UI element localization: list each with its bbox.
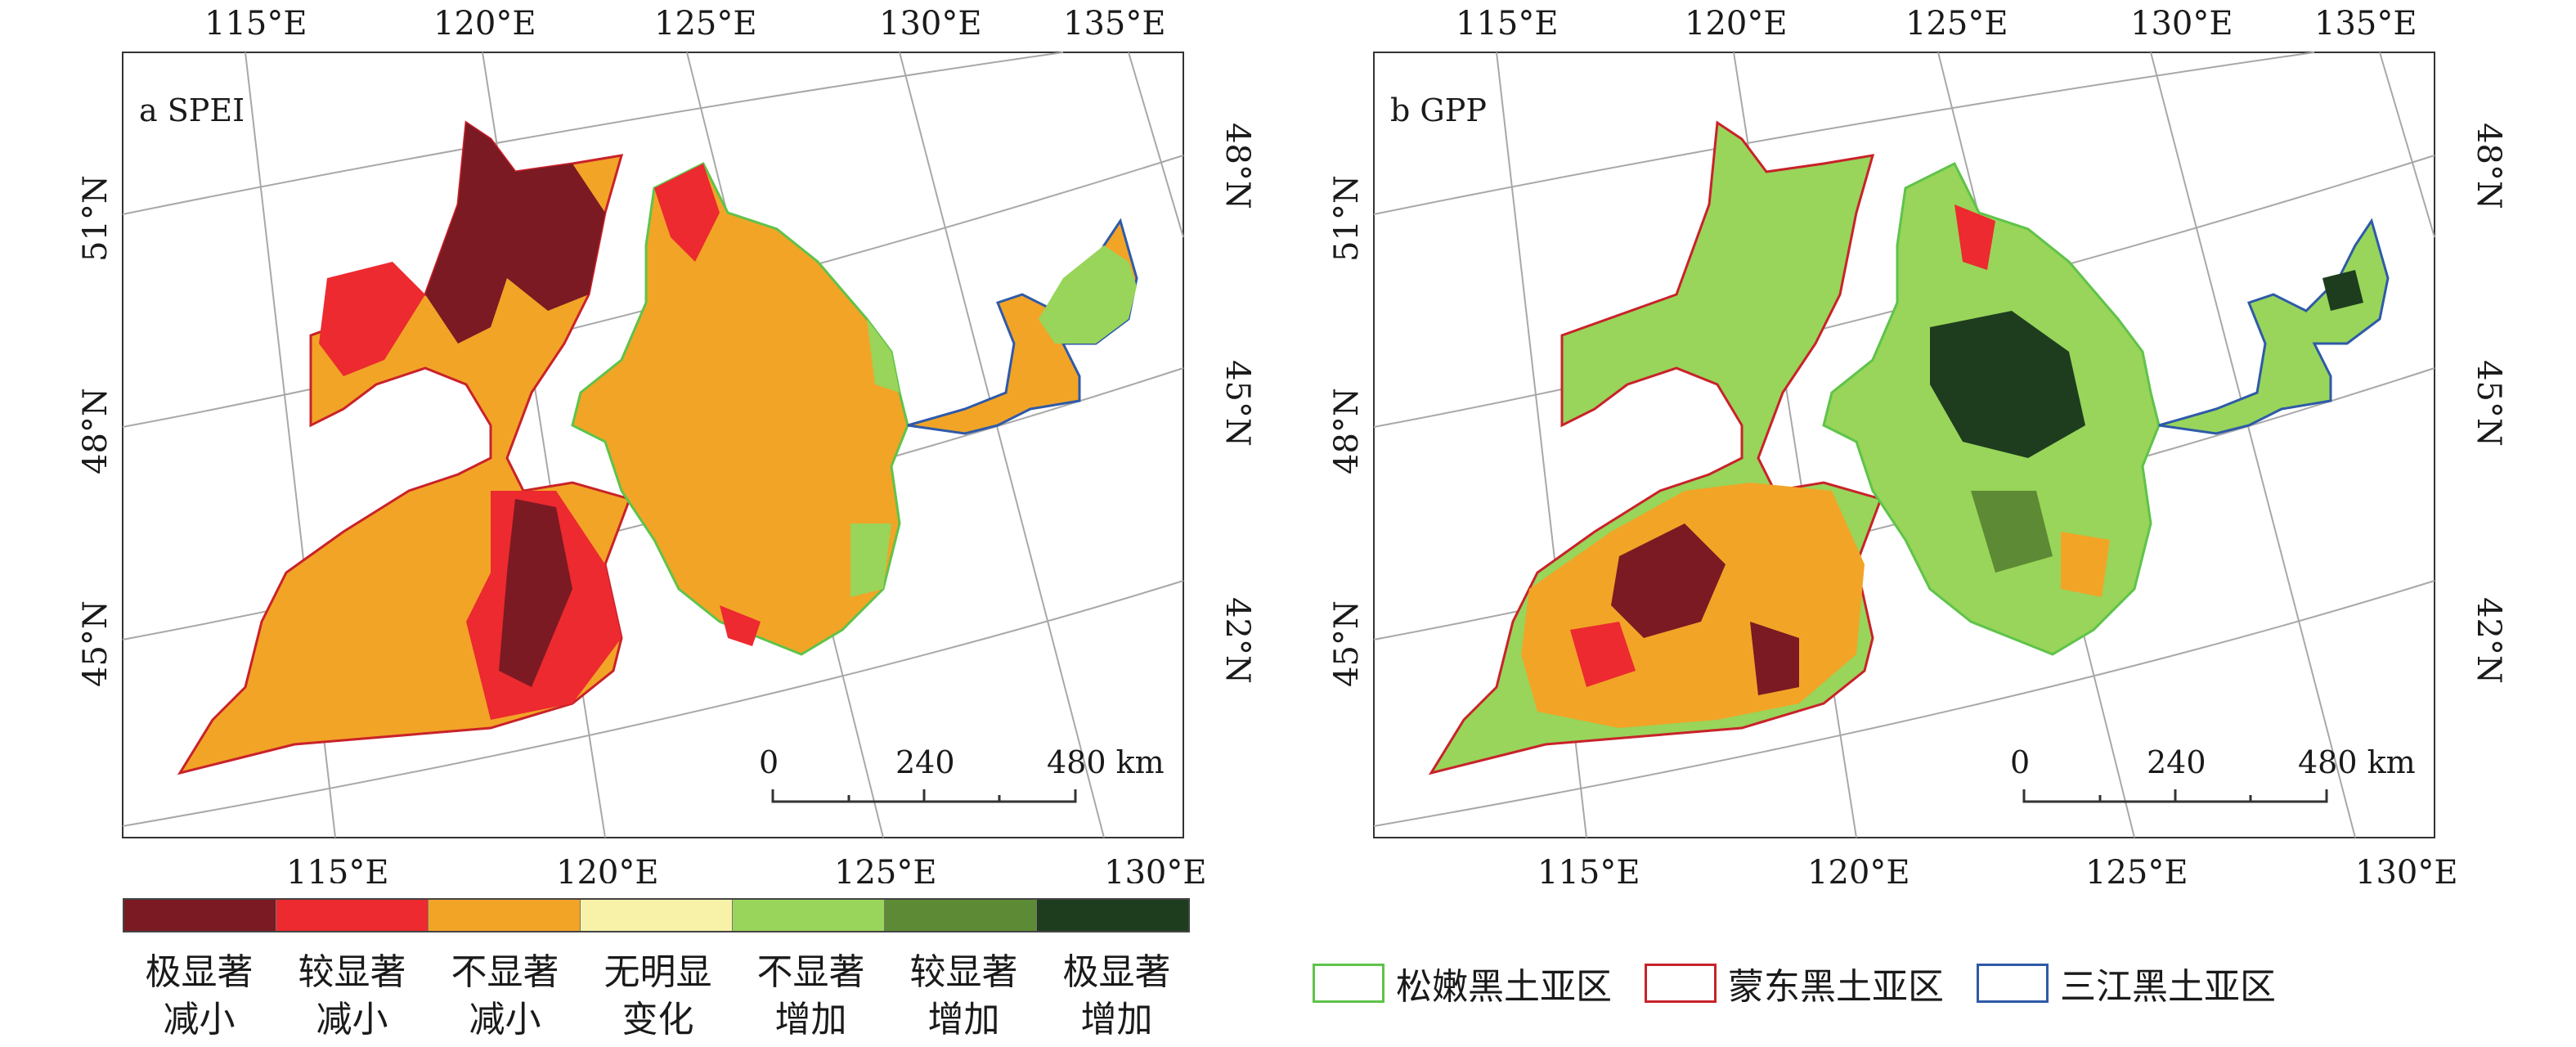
trend-label: 无明显 变化: [604, 951, 712, 1040]
trend-swatch: [581, 900, 733, 931]
trend-label: 极显著 增加: [1062, 951, 1171, 1040]
top-longitude-labels: 115°E 120°E 125°E 130°E 135°E: [1456, 5, 2417, 43]
spei-map: 115°E 120°E 125°E 130°E 135°E 115°E 120°…: [77, 5, 1256, 883]
lon-label: 120°E: [1685, 5, 1788, 43]
scale-label: 480 km: [2298, 744, 2416, 780]
trend-swatch: [885, 900, 1037, 931]
scale-label: 480 km: [1047, 744, 1165, 780]
lon-label: 135°E: [1063, 5, 1166, 43]
lon-label: 130°E: [2355, 854, 2458, 883]
right-latitude-labels: 48°N 45°N 42°N: [1218, 123, 1256, 684]
sanjiang-region: [907, 218, 1138, 435]
region-label: 蒙东黑土亚区: [1728, 966, 1944, 1008]
left-latitude-labels: 51°N 48°N 45°N: [1328, 175, 1366, 687]
mengdong-region: [177, 120, 631, 775]
region-label: 三江黑土亚区: [2060, 966, 2276, 1008]
songnen-region: [1822, 161, 2161, 656]
gpp-map: 115°E 120°E 125°E 130°E 135°E 115°E 120°…: [1328, 5, 2507, 883]
lon-label: 120°E: [1807, 854, 1910, 883]
trend-swatch: [733, 900, 885, 931]
trend-legend-labels: 极显著 减小 较显著 减小 不显著 减小 无明显 变化 不显著 增加 较显著 增加 极显著增…: [123, 949, 1193, 1044]
region-swatch: [1977, 964, 2049, 1003]
trend-label: 较显著 减小: [298, 951, 406, 1040]
region-legend-item: 三江黑土亚区: [1977, 957, 2276, 1009]
lat-label: 51°N: [1328, 175, 1366, 262]
trend-label: 极显著 减小: [145, 951, 254, 1040]
region-swatch: [1645, 964, 1717, 1003]
lon-label: 115°E: [286, 854, 389, 883]
lon-label: 125°E: [834, 854, 937, 883]
mengdong-region: [1428, 120, 1883, 775]
scale-label: 240: [2147, 744, 2206, 780]
lon-label: 130°E: [2130, 5, 2233, 43]
panel-label: b GPP: [1390, 92, 1487, 128]
lat-label: 45°N: [77, 600, 114, 687]
lon-label: 115°E: [1537, 854, 1640, 883]
trend-label: 不显著 减小: [451, 951, 559, 1040]
trend-swatch: [1037, 900, 1188, 931]
graticule: [122, 52, 1184, 838]
lat-label: 51°N: [77, 175, 114, 262]
lat-label: 48°N: [1218, 123, 1256, 209]
lat-label: 45°N: [1328, 600, 1366, 687]
trend-swatch: [124, 900, 276, 931]
region-swatch: [1313, 964, 1384, 1003]
bottom-longitude-labels: 115°E 120°E 125°E 130°E: [1537, 854, 2458, 883]
lon-label: 115°E: [1456, 5, 1559, 43]
top-longitude-labels: 115°E 120°E 125°E 130°E 135°E: [204, 5, 1166, 43]
trend-label: 较显著 增加: [909, 951, 1018, 1040]
scale-label: 0: [759, 744, 779, 780]
lon-label: 135°E: [2314, 5, 2417, 43]
lon-label: 125°E: [2085, 854, 2188, 883]
right-latitude-labels: 48°N 45°N 42°N: [2470, 123, 2507, 684]
scale-bar: 0 240 480 km: [759, 744, 1165, 803]
trend-label: 不显著 增加: [756, 951, 865, 1040]
lat-label: 45°N: [1218, 360, 1256, 447]
lon-label: 130°E: [879, 5, 982, 43]
lon-label: 125°E: [1905, 5, 2008, 43]
lon-label: 115°E: [204, 5, 307, 43]
bottom-longitude-labels: 115°E 120°E 125°E 130°E: [286, 854, 1207, 883]
left-latitude-labels: 51°N 48°N 45°N: [77, 175, 114, 687]
lon-label: 120°E: [556, 854, 659, 883]
region-legend-item: 松嫩黑土亚区: [1313, 957, 1612, 1009]
lat-label: 42°N: [1218, 597, 1256, 684]
region-legend: 松嫩黑土亚区 蒙东黑土亚区 三江黑土亚区: [1313, 957, 2309, 1009]
lon-label: 125°E: [654, 5, 757, 43]
lon-label: 120°E: [433, 5, 536, 43]
region-label: 松嫩黑土亚区: [1396, 966, 1612, 1008]
scale-label: 240: [895, 744, 955, 780]
trend-legend-bar: [123, 898, 1190, 932]
region-legend-item: 蒙东黑土亚区: [1645, 957, 1944, 1009]
scale-bar: 0 240 480 km: [2010, 744, 2416, 803]
trend-swatch: [429, 900, 581, 931]
lat-label: 48°N: [77, 388, 114, 474]
sanjiang-region: [2158, 218, 2390, 435]
lat-label: 48°N: [1328, 388, 1366, 474]
lat-label: 48°N: [2470, 123, 2507, 209]
lon-label: 130°E: [1104, 854, 1207, 883]
lat-label: 45°N: [2470, 360, 2507, 447]
scale-label: 0: [2010, 744, 2030, 780]
songnen-region: [571, 161, 909, 656]
trend-swatch: [276, 900, 429, 931]
panel-label: a SPEI: [139, 92, 245, 128]
lat-label: 42°N: [2470, 597, 2507, 684]
